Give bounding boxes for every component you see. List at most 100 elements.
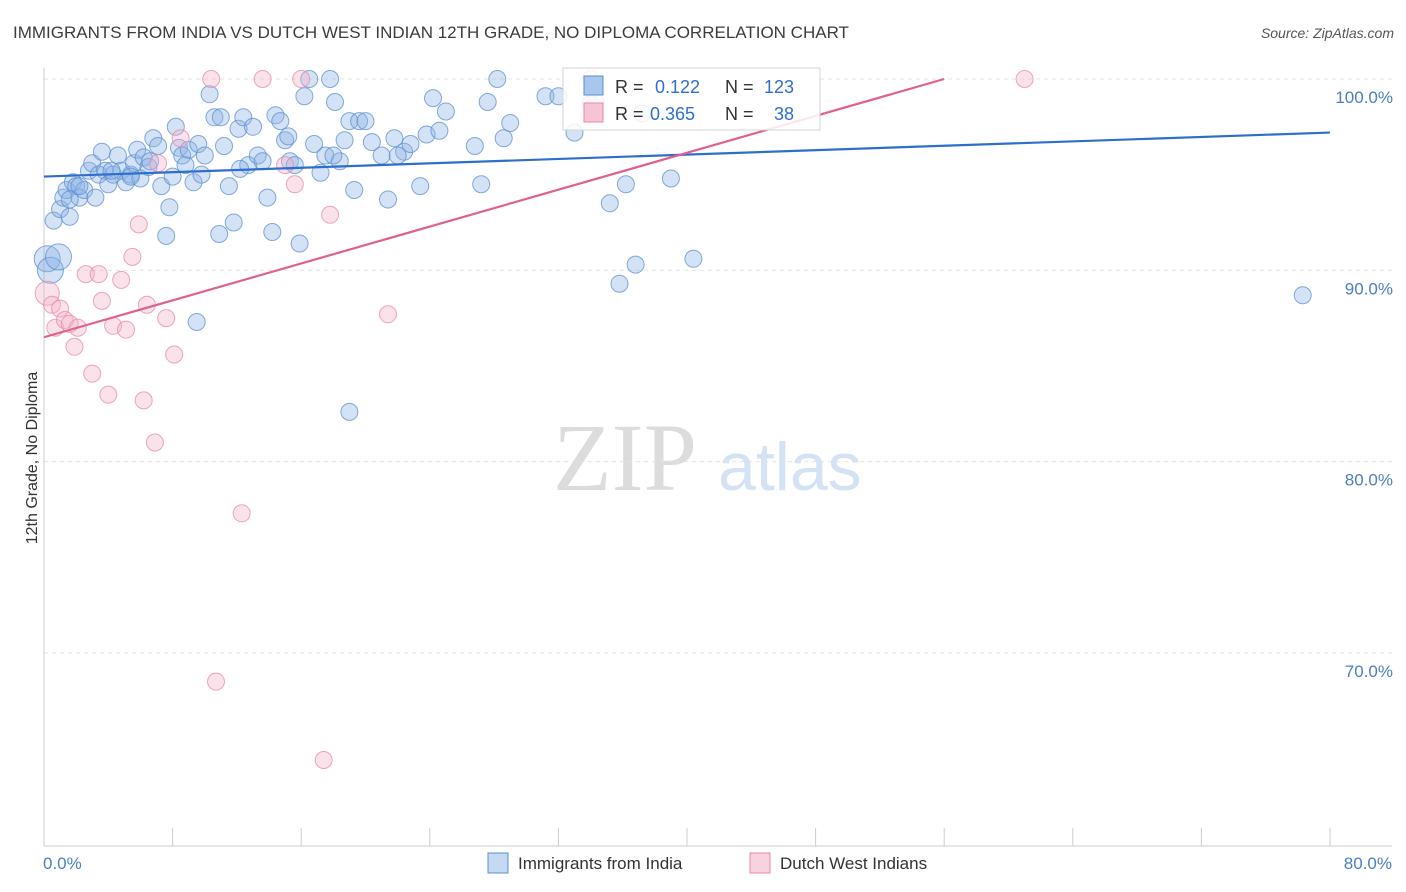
trend-line-india — [43, 131, 1331, 178]
point-india-68 — [321, 70, 340, 88]
point-dutch-west-indian-28 — [253, 70, 272, 88]
chart-source: Source: ZipAtlas.com — [1261, 25, 1394, 41]
point-india-103 — [684, 249, 703, 268]
point-india-100 — [626, 255, 645, 274]
point-india-61 — [285, 156, 304, 175]
point-india-13 — [86, 188, 105, 207]
legend-swatch-india — [583, 75, 604, 96]
legend-n-value-dutch-west-indian: 38 — [774, 104, 794, 124]
point-india-6 — [60, 207, 79, 226]
point-india-24 — [128, 140, 147, 159]
point-india-85 — [430, 121, 449, 140]
point-dutch-west-indian-6 — [65, 337, 84, 356]
point-india-47 — [219, 177, 238, 196]
point-india-81 — [401, 135, 420, 153]
point-dutch-west-indian-16 — [123, 247, 142, 266]
point-india-74 — [350, 112, 369, 131]
point-dutch-west-indian-18 — [134, 391, 153, 410]
point-india-91 — [494, 129, 513, 148]
bottom-legend-swatch-dutch-west-indian — [749, 852, 771, 874]
point-india-90 — [488, 70, 507, 88]
point-dutch-west-indian-20 — [145, 433, 164, 452]
point-india-76 — [362, 133, 381, 152]
point-india-111 — [211, 108, 230, 127]
chart-title: IMMIGRANTS FROM INDIA VS DUTCH WEST INDI… — [13, 23, 849, 42]
point-dutch-west-indian-29 — [276, 156, 295, 175]
point-india-93 — [536, 87, 555, 106]
bottom-legend-swatch-india — [487, 852, 509, 874]
point-india-71 — [335, 131, 354, 150]
watermark: ZIP atlas — [553, 404, 862, 511]
point-dutch-west-indian-33 — [321, 205, 340, 224]
point-india-50 — [234, 108, 253, 127]
point-india-37 — [176, 156, 195, 175]
point-india-0 — [33, 245, 61, 273]
point-india-48 — [224, 213, 243, 232]
point-india-66 — [311, 163, 330, 182]
point-india-32 — [160, 198, 179, 217]
point-india-17 — [99, 175, 118, 194]
point-india-107 — [70, 177, 89, 196]
point-india-105 — [187, 313, 206, 331]
point-india-1 — [36, 256, 64, 284]
watermark-atlas: atlas — [718, 429, 862, 505]
y-axis-label: 12th Grade, No Diploma — [24, 372, 41, 545]
point-india-84 — [424, 89, 442, 108]
point-india-75 — [356, 112, 375, 131]
point-india-34 — [166, 117, 185, 136]
point-dutch-west-indian-32 — [314, 751, 333, 769]
y-tick-label-2: 80.0% — [1345, 471, 1393, 490]
point-india-78 — [379, 190, 397, 209]
point-dutch-west-indian-3 — [51, 299, 70, 318]
point-india-110 — [1293, 286, 1312, 305]
point-india-87 — [465, 137, 484, 155]
point-india-52 — [244, 117, 262, 136]
point-india-55 — [258, 188, 277, 207]
legend-box: R = 0.122 N = 123 R = 0.365 N = 38 — [562, 67, 821, 131]
point-india-79 — [385, 129, 404, 148]
point-dutch-west-indian-27 — [207, 672, 225, 691]
point-india-69 — [326, 93, 344, 111]
point-india-102 — [661, 169, 680, 188]
point-india-73 — [345, 181, 364, 199]
bottom-legend: Immigrants from India Dutch West Indians — [487, 852, 927, 874]
point-india-31 — [157, 226, 176, 245]
point-india-40 — [189, 135, 208, 153]
point-dutch-west-indian-26 — [232, 504, 251, 523]
point-india-3 — [51, 200, 70, 219]
point-india-41 — [192, 165, 211, 184]
point-dutch-west-indian-12 — [99, 385, 118, 404]
point-india-29 — [149, 137, 168, 155]
point-india-92 — [501, 114, 520, 132]
y-tick-label-0: 100.0% — [1335, 88, 1393, 107]
point-india-15 — [92, 142, 111, 161]
bottom-legend-label-india: Immigrants from India — [518, 854, 683, 873]
point-dutch-west-indian-22 — [157, 309, 176, 328]
point-dutch-west-indian-23 — [165, 345, 184, 364]
point-india-43 — [200, 85, 219, 104]
point-india-53 — [248, 146, 267, 165]
point-dutch-west-indian-34 — [379, 305, 397, 324]
point-india-89 — [478, 93, 497, 111]
point-india-45 — [210, 225, 229, 243]
point-dutch-west-indian-21 — [149, 154, 168, 173]
point-dutch-west-indian-30 — [285, 175, 304, 194]
point-india-49 — [229, 119, 248, 138]
y-tick-label-3: 70.0% — [1345, 662, 1393, 681]
point-india-112 — [279, 127, 298, 146]
point-dutch-west-indian-14 — [112, 270, 131, 289]
point-india-56 — [263, 223, 282, 241]
point-india-115 — [102, 161, 121, 180]
point-india-42 — [195, 146, 214, 165]
x-tick-label-max: 80.0% — [1344, 854, 1392, 873]
legend-r-label-dutch-west-indian: R = — [615, 104, 644, 124]
point-india-113 — [388, 146, 407, 165]
point-india-104 — [340, 402, 359, 421]
point-india-82 — [411, 177, 430, 196]
point-india-98 — [610, 274, 629, 293]
legend-r-value-india: 0.122 — [655, 77, 700, 97]
x-tick-label-min: 0.0% — [43, 854, 82, 873]
y-tick-label-1: 90.0% — [1345, 279, 1393, 298]
point-india-72 — [340, 112, 359, 131]
point-dutch-west-indian-24 — [171, 129, 190, 148]
